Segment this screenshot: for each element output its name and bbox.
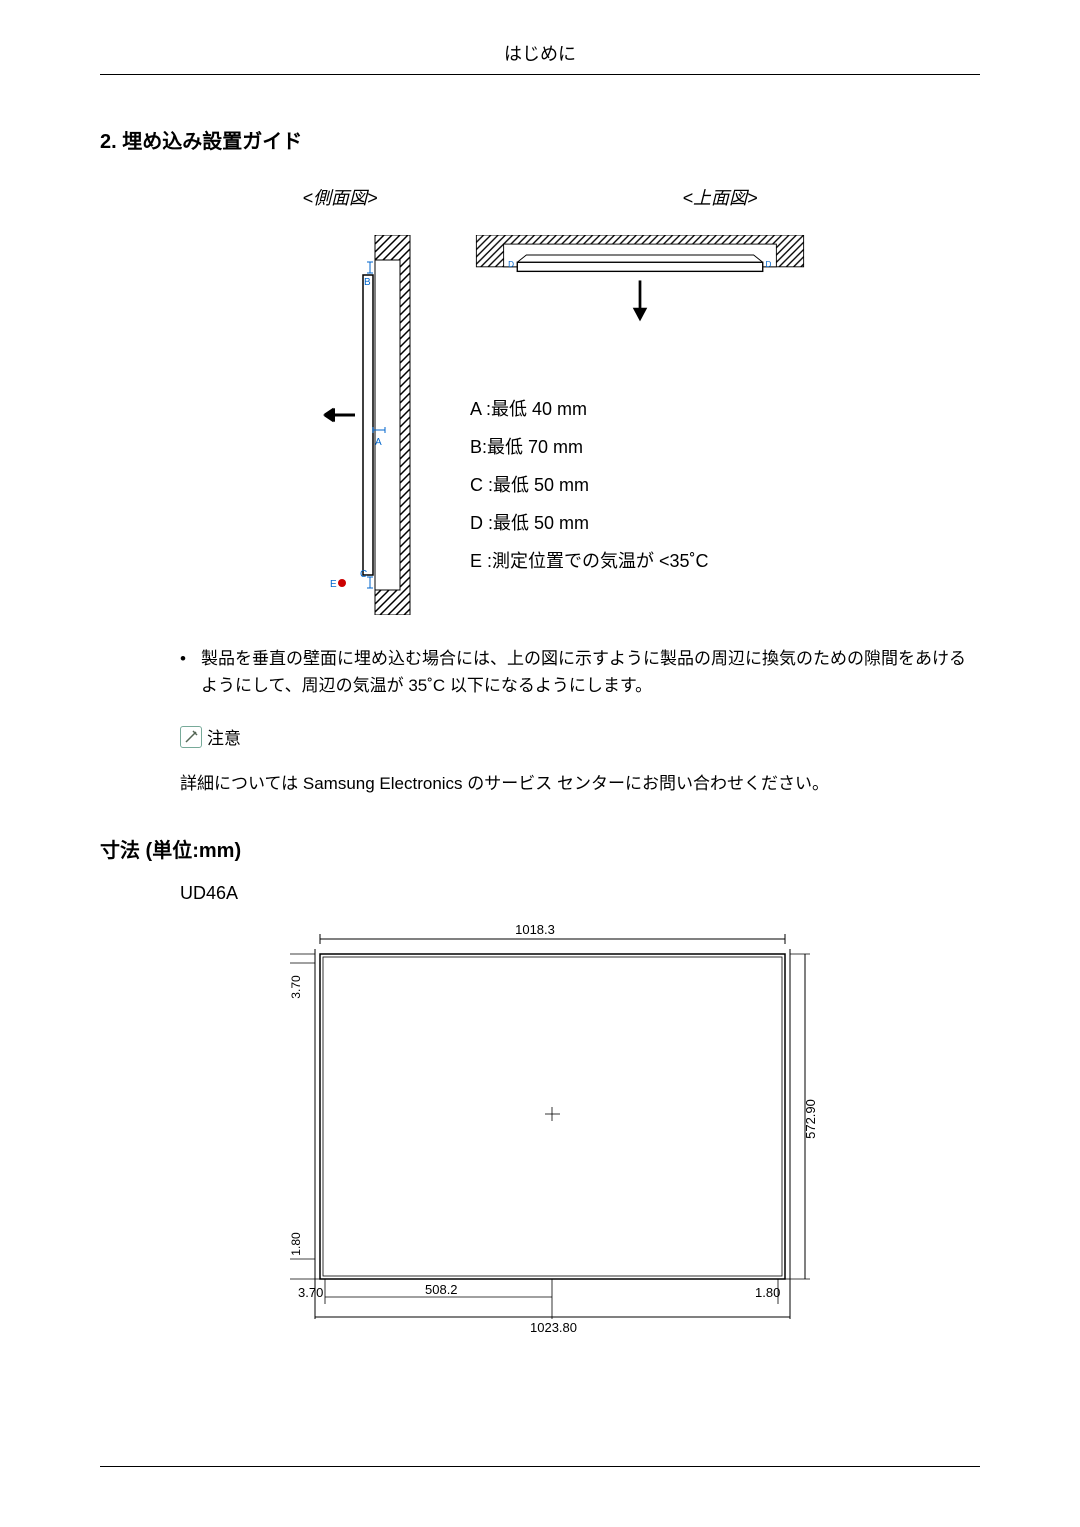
page-header: はじめに: [100, 40, 980, 75]
top-view-label: <上面図>: [540, 184, 900, 210]
diagram-labels-row: <側面図> <上面図>: [160, 184, 980, 210]
dim-left-small: 1.80: [289, 1232, 303, 1256]
top-view-diagram: D D: [460, 235, 820, 335]
dimensions-diagram: 1018.3 3.70 1.80 3.70 508.2 1.80 1023.80: [260, 919, 820, 1339]
dimensions-title: 寸法 (単位:mm): [100, 834, 980, 863]
note-text: 詳細については Samsung Electronics のサービス センターにお…: [180, 769, 980, 794]
note-icon: [180, 726, 202, 748]
bullet-marker: •: [180, 645, 186, 699]
dim-right-small: 1.80: [755, 1285, 780, 1300]
marker-c: C: [360, 569, 367, 580]
dim-half-width: 508.2: [425, 1282, 458, 1297]
marker-b: B: [364, 277, 371, 288]
spec-a: A :最低 40 mm: [470, 395, 820, 421]
dim-top-width: 1018.3: [515, 922, 555, 937]
side-view-diagram: B A C E: [320, 235, 420, 615]
marker-e: E: [330, 579, 337, 590]
section-title: 2. 埋め込み設置ガイド: [100, 125, 980, 154]
dim-left-top: 3.70: [289, 975, 303, 999]
marker-d1: D: [508, 260, 514, 269]
marker-d2: D: [765, 260, 771, 269]
dim-total-width: 1023.80: [530, 1320, 577, 1335]
dim-left-bottom: 3.70: [298, 1285, 323, 1300]
note-header: 注意: [180, 724, 980, 749]
diagrams-container: B A C E: [100, 235, 980, 615]
model-name: UD46A: [180, 883, 980, 904]
section-heading: 埋め込み設置ガイド: [122, 131, 302, 153]
spec-c: C :最低 50 mm: [470, 471, 820, 497]
note-label: 注意: [207, 724, 241, 749]
bullet-text: 製品を垂直の壁面に埋め込む場合には、上の図に示すように製品の周辺に換気のための隙…: [201, 645, 980, 699]
bullet-item: • 製品を垂直の壁面に埋め込む場合には、上の図に示すように製品の周辺に換気のため…: [180, 645, 980, 699]
spec-e: E :測定位置での気温が <35˚C: [470, 547, 820, 573]
spec-list: A :最低 40 mm B:最低 70 mm C :最低 50 mm D :最低…: [470, 395, 820, 573]
dim-right-height: 572.90: [803, 1099, 818, 1139]
marker-a: A: [375, 437, 382, 448]
marker-e-dot: [338, 579, 346, 587]
side-view-label: <側面図>: [240, 184, 440, 210]
footer-divider: [100, 1466, 980, 1467]
section-number: 2.: [100, 131, 117, 153]
spec-d: D :最低 50 mm: [470, 509, 820, 535]
spec-b: B:最低 70 mm: [470, 433, 820, 459]
